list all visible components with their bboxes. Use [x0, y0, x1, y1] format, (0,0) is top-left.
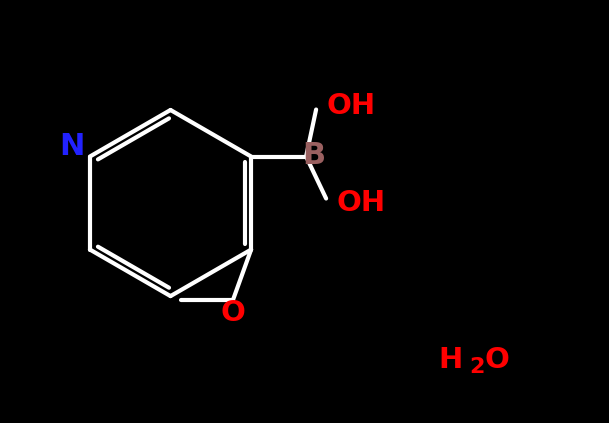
Text: O: O [220, 299, 245, 327]
Text: 2: 2 [469, 357, 484, 376]
Text: H: H [438, 346, 463, 374]
Text: O: O [485, 346, 510, 374]
Text: OH: OH [336, 189, 385, 217]
Text: N: N [59, 132, 85, 161]
Text: B: B [303, 141, 326, 170]
Text: OH: OH [326, 91, 375, 120]
